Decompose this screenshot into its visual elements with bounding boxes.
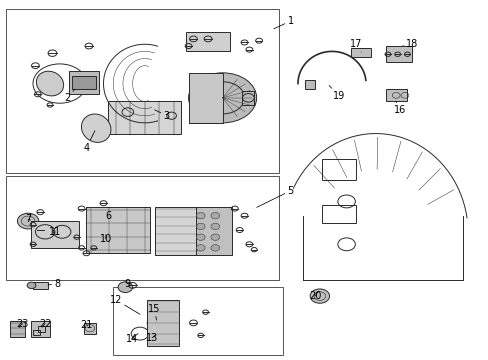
Bar <box>108 102 181 134</box>
Text: 20: 20 <box>308 291 321 301</box>
Bar <box>385 89 407 102</box>
Bar <box>30 321 50 337</box>
Bar <box>10 321 25 337</box>
Bar <box>322 158 356 180</box>
Circle shape <box>210 212 219 219</box>
Text: 6: 6 <box>105 208 111 221</box>
Text: 5: 5 <box>256 186 293 207</box>
Text: 18: 18 <box>402 39 418 49</box>
Bar <box>6 9 278 173</box>
Bar <box>242 91 254 105</box>
Circle shape <box>27 282 36 289</box>
Text: 4: 4 <box>83 131 95 153</box>
Bar <box>188 73 222 123</box>
Text: 16: 16 <box>393 102 406 115</box>
Bar <box>186 32 229 51</box>
Bar <box>196 207 232 255</box>
Circle shape <box>196 245 204 251</box>
Text: 8: 8 <box>48 279 60 289</box>
Bar <box>113 287 283 355</box>
Circle shape <box>118 282 132 293</box>
Circle shape <box>309 289 329 303</box>
Ellipse shape <box>36 71 63 96</box>
Text: 14: 14 <box>125 334 138 344</box>
Text: 15: 15 <box>148 303 161 320</box>
Text: 23: 23 <box>16 319 28 329</box>
Bar <box>305 80 314 89</box>
Bar <box>69 71 99 94</box>
Text: 13: 13 <box>146 333 158 343</box>
Text: 21: 21 <box>80 320 92 330</box>
Text: 1: 1 <box>273 16 293 29</box>
Text: 2: 2 <box>64 89 75 103</box>
Bar <box>33 330 40 336</box>
Bar <box>72 76 96 89</box>
Bar <box>38 327 45 332</box>
Bar <box>6 176 278 280</box>
Text: 10: 10 <box>100 234 112 244</box>
Bar <box>147 300 179 346</box>
Circle shape <box>196 223 204 230</box>
Circle shape <box>196 212 204 219</box>
Text: 17: 17 <box>349 39 362 52</box>
Bar <box>351 48 370 57</box>
Bar <box>84 323 96 334</box>
Circle shape <box>196 234 204 240</box>
Text: 11: 11 <box>49 227 61 237</box>
Text: 22: 22 <box>39 319 51 329</box>
Circle shape <box>18 213 39 229</box>
Circle shape <box>210 223 219 230</box>
Circle shape <box>210 245 219 251</box>
Bar <box>322 205 356 223</box>
Text: 9: 9 <box>124 279 131 289</box>
Text: 12: 12 <box>109 295 140 314</box>
Bar <box>86 207 149 253</box>
Bar <box>154 207 198 255</box>
Circle shape <box>188 73 256 123</box>
Bar <box>33 282 47 289</box>
Text: 3: 3 <box>154 110 169 121</box>
Text: 19: 19 <box>328 86 345 101</box>
Circle shape <box>210 234 219 240</box>
Ellipse shape <box>81 114 111 143</box>
Bar <box>30 221 79 248</box>
Text: 7: 7 <box>25 214 31 224</box>
Bar <box>385 46 411 62</box>
